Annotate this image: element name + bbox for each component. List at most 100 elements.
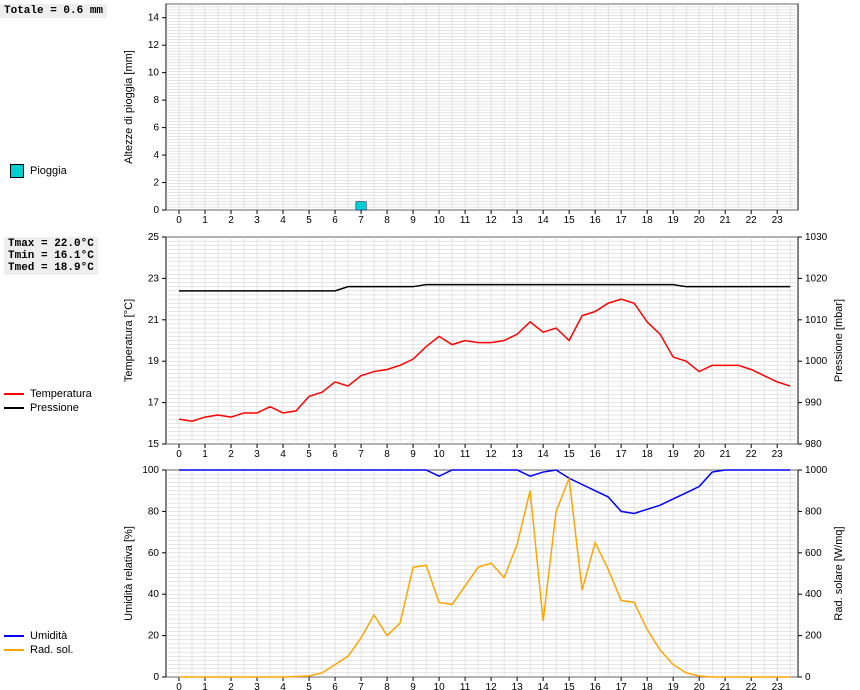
svg-text:12: 12 bbox=[486, 215, 498, 226]
svg-text:10: 10 bbox=[434, 682, 446, 690]
svg-text:0: 0 bbox=[805, 672, 811, 683]
svg-text:1020: 1020 bbox=[805, 273, 828, 284]
svg-text:11: 11 bbox=[460, 449, 471, 460]
svg-text:15: 15 bbox=[148, 439, 160, 450]
svg-text:21: 21 bbox=[720, 215, 732, 226]
svg-text:20: 20 bbox=[694, 215, 706, 226]
svg-text:8: 8 bbox=[384, 215, 390, 226]
svg-text:Rad. solare [W/mq]: Rad. solare [W/mq] bbox=[833, 526, 845, 620]
svg-text:8: 8 bbox=[153, 95, 159, 106]
svg-text:19: 19 bbox=[668, 682, 680, 690]
svg-text:3: 3 bbox=[254, 449, 260, 460]
svg-text:23: 23 bbox=[772, 215, 784, 226]
svg-text:21: 21 bbox=[720, 449, 732, 460]
svg-text:22: 22 bbox=[746, 449, 758, 460]
svg-text:3: 3 bbox=[254, 682, 260, 690]
svg-text:16: 16 bbox=[590, 449, 602, 460]
svg-text:14: 14 bbox=[538, 449, 550, 460]
svg-text:19: 19 bbox=[668, 449, 680, 460]
svg-text:4: 4 bbox=[280, 449, 286, 460]
svg-text:5: 5 bbox=[306, 215, 312, 226]
svg-text:16: 16 bbox=[590, 682, 602, 690]
svg-text:14: 14 bbox=[538, 682, 550, 690]
svg-text:7: 7 bbox=[358, 682, 364, 690]
svg-text:19: 19 bbox=[148, 356, 160, 367]
svg-text:0: 0 bbox=[176, 449, 182, 460]
svg-text:1: 1 bbox=[202, 449, 208, 460]
svg-text:990: 990 bbox=[805, 398, 822, 409]
svg-text:21: 21 bbox=[148, 315, 160, 326]
svg-text:20: 20 bbox=[148, 631, 160, 642]
charts-svg: 0123456789101112131415161718192021222302… bbox=[0, 0, 860, 690]
svg-text:17: 17 bbox=[616, 449, 628, 460]
svg-text:1000: 1000 bbox=[805, 465, 828, 476]
svg-text:800: 800 bbox=[805, 506, 822, 517]
svg-text:13: 13 bbox=[512, 449, 524, 460]
svg-text:18: 18 bbox=[642, 449, 654, 460]
svg-text:0: 0 bbox=[176, 682, 182, 690]
svg-text:4: 4 bbox=[153, 150, 159, 161]
svg-text:1: 1 bbox=[202, 682, 208, 690]
svg-text:11: 11 bbox=[460, 682, 471, 690]
svg-text:0: 0 bbox=[153, 205, 159, 216]
svg-text:1010: 1010 bbox=[805, 315, 828, 326]
svg-text:15: 15 bbox=[564, 449, 576, 460]
svg-text:10: 10 bbox=[148, 68, 160, 79]
svg-text:17: 17 bbox=[148, 398, 160, 409]
svg-text:2: 2 bbox=[228, 449, 234, 460]
svg-text:20: 20 bbox=[694, 449, 706, 460]
svg-text:22: 22 bbox=[746, 215, 758, 226]
svg-text:6: 6 bbox=[153, 123, 159, 134]
svg-text:9: 9 bbox=[410, 449, 416, 460]
svg-text:5: 5 bbox=[306, 449, 312, 460]
svg-text:10: 10 bbox=[434, 449, 446, 460]
svg-text:0: 0 bbox=[153, 672, 159, 683]
svg-text:1: 1 bbox=[202, 215, 208, 226]
svg-text:80: 80 bbox=[148, 506, 160, 517]
svg-text:17: 17 bbox=[616, 215, 628, 226]
svg-text:18: 18 bbox=[642, 215, 654, 226]
svg-text:17: 17 bbox=[616, 682, 628, 690]
svg-text:13: 13 bbox=[512, 215, 524, 226]
svg-text:1030: 1030 bbox=[805, 232, 828, 243]
svg-text:20: 20 bbox=[694, 682, 706, 690]
svg-text:4: 4 bbox=[280, 215, 286, 226]
svg-text:19: 19 bbox=[668, 215, 680, 226]
svg-text:Altezze di pioggia [mm]: Altezze di pioggia [mm] bbox=[123, 50, 135, 164]
svg-text:Temperatura [°C]: Temperatura [°C] bbox=[123, 299, 135, 382]
svg-text:16: 16 bbox=[590, 215, 602, 226]
svg-text:40: 40 bbox=[148, 589, 160, 600]
svg-text:11: 11 bbox=[460, 215, 471, 226]
svg-text:0: 0 bbox=[176, 215, 182, 226]
svg-text:200: 200 bbox=[805, 631, 822, 642]
svg-text:12: 12 bbox=[486, 449, 498, 460]
svg-text:21: 21 bbox=[720, 682, 732, 690]
svg-text:23: 23 bbox=[148, 273, 160, 284]
svg-text:600: 600 bbox=[805, 548, 822, 559]
svg-text:13: 13 bbox=[512, 682, 524, 690]
svg-text:10: 10 bbox=[434, 215, 446, 226]
svg-text:15: 15 bbox=[564, 682, 576, 690]
svg-text:18: 18 bbox=[642, 682, 654, 690]
svg-text:14: 14 bbox=[148, 13, 160, 24]
svg-text:25: 25 bbox=[148, 232, 160, 243]
svg-text:2: 2 bbox=[228, 682, 234, 690]
svg-text:6: 6 bbox=[332, 449, 338, 460]
svg-text:1000: 1000 bbox=[805, 356, 828, 367]
svg-text:2: 2 bbox=[153, 178, 159, 189]
svg-text:100: 100 bbox=[142, 465, 159, 476]
svg-text:23: 23 bbox=[772, 449, 784, 460]
svg-text:8: 8 bbox=[384, 682, 390, 690]
svg-text:Umidità relativa [%]: Umidità relativa [%] bbox=[123, 526, 135, 621]
svg-text:2: 2 bbox=[228, 215, 234, 226]
svg-text:6: 6 bbox=[332, 682, 338, 690]
svg-text:60: 60 bbox=[148, 548, 160, 559]
svg-text:15: 15 bbox=[564, 215, 576, 226]
svg-text:9: 9 bbox=[410, 682, 416, 690]
svg-text:22: 22 bbox=[746, 682, 758, 690]
svg-text:3: 3 bbox=[254, 215, 260, 226]
svg-text:12: 12 bbox=[148, 40, 160, 51]
svg-text:9: 9 bbox=[410, 215, 416, 226]
svg-text:Pressione [mbar]: Pressione [mbar] bbox=[833, 299, 845, 382]
svg-text:980: 980 bbox=[805, 439, 822, 450]
